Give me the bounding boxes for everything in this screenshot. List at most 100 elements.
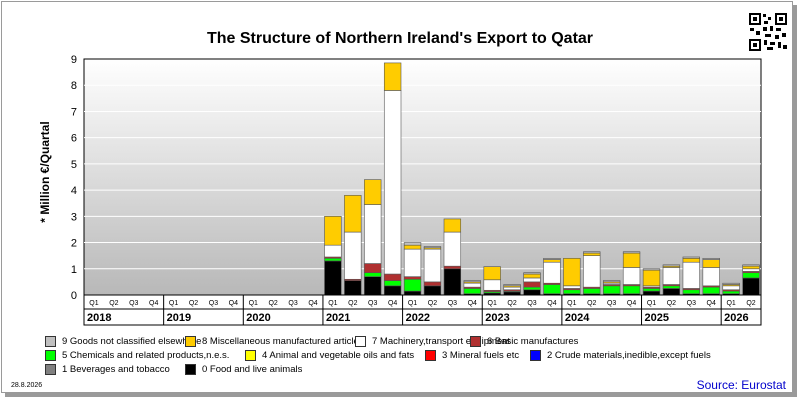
bar-segment	[423, 248, 442, 283]
quarter-tick-label: Q1	[567, 300, 576, 307]
bar-segment	[383, 90, 402, 275]
bar-segment	[682, 261, 700, 289]
quarter-tick-label: Q2	[268, 300, 277, 307]
year-tick-label: 2024	[565, 312, 590, 324]
y-tick-labels: 0 1 2 3 4 5 6 7 8 9	[71, 54, 77, 302]
quarter-tick-label: Q2	[507, 300, 516, 307]
y-tick-label: 5	[71, 159, 77, 171]
legend-swatch	[45, 350, 56, 361]
legend-item: 9 Goods not classified elsewhere	[45, 336, 201, 347]
legend-swatch	[185, 336, 196, 347]
legend-swatch	[245, 350, 256, 361]
legend-label: 1 Beverages and tobacco	[62, 364, 170, 375]
legend-swatch	[185, 364, 196, 375]
quarter-tick-label: Q3	[607, 300, 616, 307]
bar-segment	[622, 252, 641, 268]
bar-segment	[662, 267, 681, 285]
quarter-tick-label: Q2	[746, 300, 755, 307]
bar-segment	[622, 285, 641, 294]
year-tick-label: 2020	[246, 312, 270, 324]
bar-segment	[423, 285, 442, 296]
bar-segment	[642, 288, 661, 292]
bars	[324, 62, 760, 296]
y-tick-label: 7	[71, 106, 77, 118]
bar-segment	[563, 257, 581, 287]
bar-segment	[403, 278, 422, 292]
legend-label: 5 Chemicals and related products,n.e.s.	[62, 350, 230, 361]
bar-segment	[543, 257, 561, 260]
y-tick-label: 1	[71, 264, 77, 276]
y-tick-label: 2	[71, 238, 77, 250]
legend-item: 1 Beverages and tobacco	[45, 364, 170, 375]
x-axis: Q1 Q2 Q3 Q4 Q1 Q2 Q3 Q4 Q1 Q2 Q3 Q4 Q1 Q2 Q3 Q4 Q1 Q2 Q3 Q4…	[83, 294, 762, 326]
quarter-tick-label: Q1	[488, 300, 497, 307]
quarter-tick-label: Q4	[229, 300, 238, 307]
bar-segment	[543, 259, 561, 263]
legend-item: 7 Machinery,transport equipment	[355, 336, 510, 347]
bar-segment	[443, 265, 462, 270]
bar-segment	[324, 216, 342, 246]
bar-segment	[563, 289, 581, 294]
bar-segment	[642, 290, 661, 296]
bar-segment	[742, 277, 760, 296]
chart-title: The Structure of Northern Ireland's Expo…	[206, 30, 594, 47]
quarter-tick-label: Q4	[468, 300, 477, 307]
bar-segment	[622, 267, 641, 285]
quarter-tick-label: Q4	[149, 300, 158, 307]
quarter-tick-label: Q2	[109, 300, 118, 307]
bar-segment	[344, 195, 362, 233]
bar-segment	[423, 281, 442, 287]
bar-segment	[543, 261, 561, 284]
y-tick-label: 4	[71, 185, 77, 197]
legend-label: 8 Miscellaneous manufactured articles	[202, 336, 364, 347]
legend-swatch	[45, 364, 56, 375]
legend-swatch	[45, 336, 56, 347]
quarter-tick-label: Q2	[189, 300, 198, 307]
quarter-tick-label: Q3	[687, 300, 696, 307]
bar-segment	[463, 288, 481, 294]
bar-segment	[443, 268, 462, 296]
year-tick-label: 2023	[485, 312, 509, 324]
bar-segment	[423, 246, 442, 249]
bar-segment	[702, 257, 720, 260]
quarter-tick-label: Q4	[547, 300, 556, 307]
bar-segment	[702, 286, 720, 294]
legend-label: 2 Crude materials,inedible,except fuels	[547, 350, 711, 361]
bar-segment	[662, 288, 681, 296]
bar-segment	[383, 62, 402, 91]
quarter-tick-label: Q1	[726, 300, 735, 307]
year-tick-label: 2025	[645, 312, 669, 324]
legend-item: 5 Chemicals and related products,n.e.s.	[45, 350, 229, 361]
bar-segment	[324, 260, 342, 296]
quarter-tick-label: Q2	[667, 300, 676, 307]
quarter-tick-label: Q4	[388, 300, 397, 307]
quarter-tick-label: Q1	[89, 300, 98, 307]
bar-segment	[563, 285, 581, 289]
bar-segment	[443, 218, 462, 233]
date-stamp: 28.8.2026	[11, 382, 43, 389]
bar-segment	[503, 286, 521, 291]
bar-segment	[383, 285, 402, 296]
bar-segment	[662, 264, 681, 267]
y-tick-label: 3	[71, 211, 77, 223]
bar-segment	[722, 290, 740, 294]
bar-segment	[523, 273, 541, 279]
year-tick-label: 2022	[406, 312, 430, 324]
bar-segment	[364, 179, 382, 205]
bar-segment	[722, 285, 740, 291]
quarter-tick-label: Q3	[448, 300, 457, 307]
bar-segment	[742, 264, 760, 267]
bar-segment	[523, 286, 541, 291]
bar-segment	[742, 272, 760, 279]
legend-label: 4 Animal and vegetable oils and fats	[262, 350, 415, 361]
legend-label: 7 Machinery,transport equipment	[372, 336, 511, 347]
bar-segment	[583, 255, 601, 288]
bar-segment	[364, 276, 382, 296]
bar-segment	[523, 289, 541, 296]
bar-segment	[403, 242, 422, 246]
bar-segment	[702, 267, 720, 287]
year-tick-label: 2021	[326, 312, 350, 324]
bar-segment	[662, 285, 681, 289]
bar-segment	[503, 284, 521, 287]
quarter-band	[83, 294, 762, 310]
